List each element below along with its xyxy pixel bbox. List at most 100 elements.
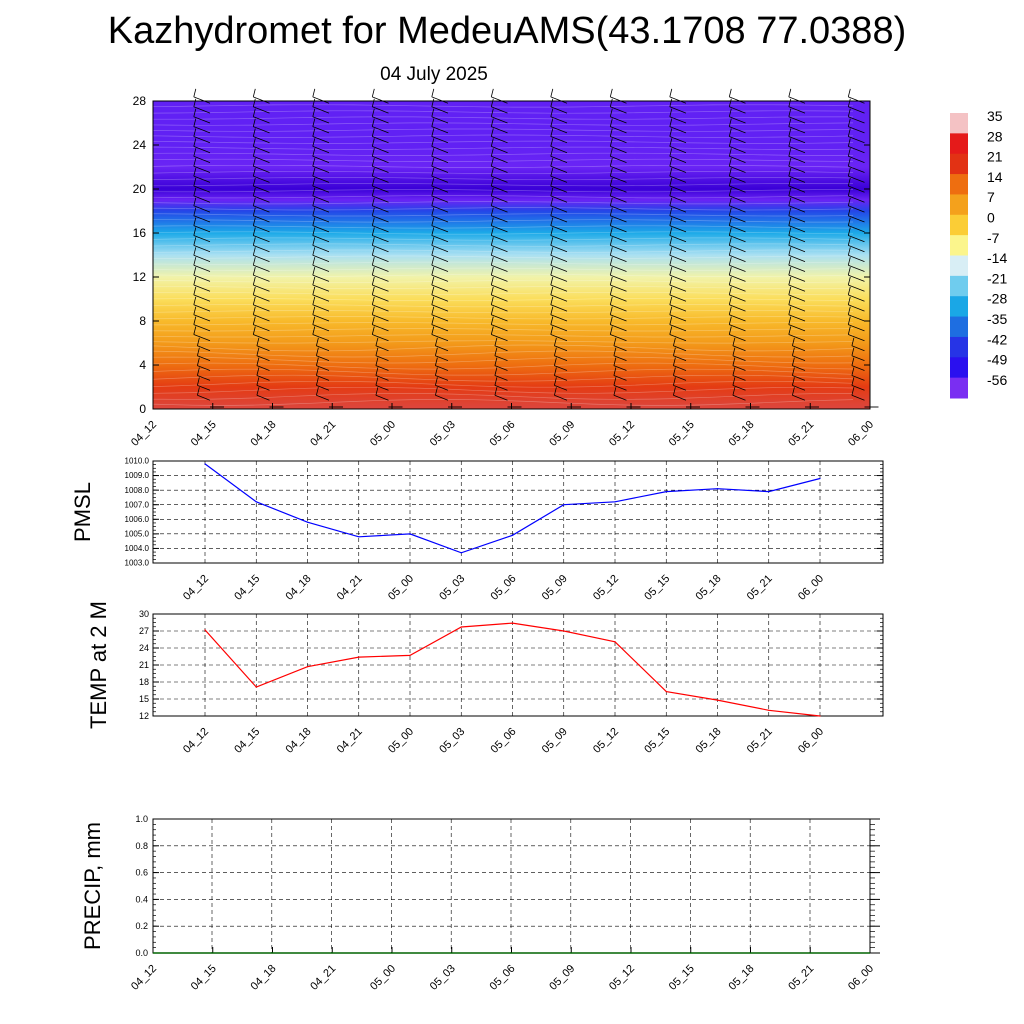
data-point — [614, 641, 616, 643]
wind-barb-flag — [788, 316, 792, 325]
wind-barb-flag — [193, 108, 197, 117]
y-tick-label: 20 — [133, 182, 147, 196]
wind-barb-flag — [669, 158, 673, 167]
wind-barb-flag — [490, 257, 494, 266]
wind-barb-flag — [312, 267, 316, 276]
wind-barb-flag — [256, 337, 260, 346]
wind-barb — [610, 175, 627, 183]
wind-barb-flag — [728, 197, 732, 206]
colorbar-segment — [950, 316, 968, 338]
wind-barb-flag — [673, 387, 676, 396]
wind-barb-flag — [847, 286, 851, 295]
wind-barb-flag — [431, 197, 435, 206]
wind-barb-flag — [490, 158, 494, 167]
wind-barb — [372, 165, 389, 173]
wind-barb-flag — [312, 237, 316, 246]
wind-barb — [613, 365, 627, 371]
wind-barb — [669, 116, 687, 124]
wind-barb — [669, 175, 687, 183]
wind-barb-flag — [371, 217, 375, 226]
wind-barb — [372, 146, 389, 154]
wind-barb — [312, 165, 330, 173]
wind-barb-flag — [312, 88, 316, 97]
wind-barb — [312, 146, 330, 154]
wind-barb-flag — [490, 217, 494, 226]
data-point — [306, 521, 309, 523]
wind-barb — [372, 96, 389, 104]
wind-barb — [550, 225, 568, 233]
wind-barb-flag — [851, 337, 855, 346]
y-tick-label: 1.0 — [135, 814, 148, 824]
wind-barb-flag — [490, 177, 494, 187]
wind-barb — [613, 385, 627, 391]
wind-barb — [550, 175, 568, 183]
wind-barb — [729, 116, 746, 124]
data-point — [511, 534, 514, 536]
x-tick-label: 05_15 — [667, 963, 697, 993]
wind-barb-flag — [431, 148, 435, 157]
wind-barb — [197, 365, 211, 371]
colorbar-segment — [950, 235, 968, 256]
wind-barb — [848, 284, 865, 292]
wind-barb — [435, 394, 449, 401]
wind-barb — [256, 355, 270, 361]
wind-barb-flag — [847, 247, 851, 256]
wind-barb-flag — [193, 118, 197, 127]
wind-barb-flag — [669, 187, 673, 196]
wind-barb — [848, 195, 865, 203]
wind-barb — [491, 225, 508, 233]
colorbar-segment — [950, 194, 968, 216]
wind-barb-flag — [792, 357, 795, 366]
wind-barb-flag — [431, 237, 435, 246]
wind-barb-flag — [375, 337, 379, 346]
wind-barb-flag — [847, 168, 851, 177]
wind-barb — [729, 205, 746, 213]
wind-barb-flag — [792, 387, 795, 396]
wind-barb-flag — [193, 306, 197, 315]
wind-barb-flag — [490, 98, 494, 107]
wind-barb — [788, 235, 806, 243]
wind-barb-flag — [490, 316, 494, 325]
x-tick-label: 05_03 — [437, 726, 467, 756]
wind-barb-flag — [256, 387, 260, 396]
wind-barb — [193, 225, 211, 233]
y-tick-label: 18 — [139, 677, 149, 687]
wind-barb-flag — [256, 357, 260, 366]
wind-barb — [848, 274, 865, 282]
wind-barb — [372, 264, 389, 272]
wind-barb — [788, 205, 806, 213]
wind-barb — [732, 375, 746, 381]
data-point — [768, 491, 770, 493]
wind-barb-flag — [728, 88, 732, 97]
wind-barb — [312, 215, 330, 223]
x-tick-label: 05_12 — [607, 963, 637, 993]
wind-barb — [613, 355, 627, 361]
y-tick-label: 1005.0 — [125, 530, 150, 539]
wind-barb — [848, 155, 865, 163]
x-tick-label: 05_18 — [694, 573, 724, 603]
wind-barb-flag — [494, 337, 498, 346]
wind-barb — [788, 254, 806, 262]
wind-barb — [610, 205, 627, 213]
wind-barb-flag — [669, 197, 673, 206]
wind-barb-flag — [252, 118, 256, 127]
wind-barb — [610, 245, 627, 253]
wind-barb-flag — [312, 108, 316, 117]
wind-barb — [550, 284, 568, 292]
wind-barb-flag — [490, 207, 494, 216]
wind-barb — [256, 394, 270, 401]
wind-barb-flag — [490, 227, 494, 236]
wind-barb-flag — [371, 227, 375, 236]
wind-barb — [729, 254, 746, 262]
wind-barb-flag — [252, 168, 256, 177]
wind-barb — [431, 165, 449, 173]
colorbar-segment — [950, 133, 968, 155]
wind-barb — [372, 136, 389, 144]
wind-barb-flag — [256, 377, 260, 386]
wind-barb — [729, 294, 746, 302]
wind-barb-flag — [669, 108, 673, 117]
wind-barb — [848, 146, 865, 154]
x-tick-label: 04_21 — [335, 573, 365, 603]
wind-barb — [848, 126, 865, 134]
wind-barb-flag — [494, 387, 498, 396]
